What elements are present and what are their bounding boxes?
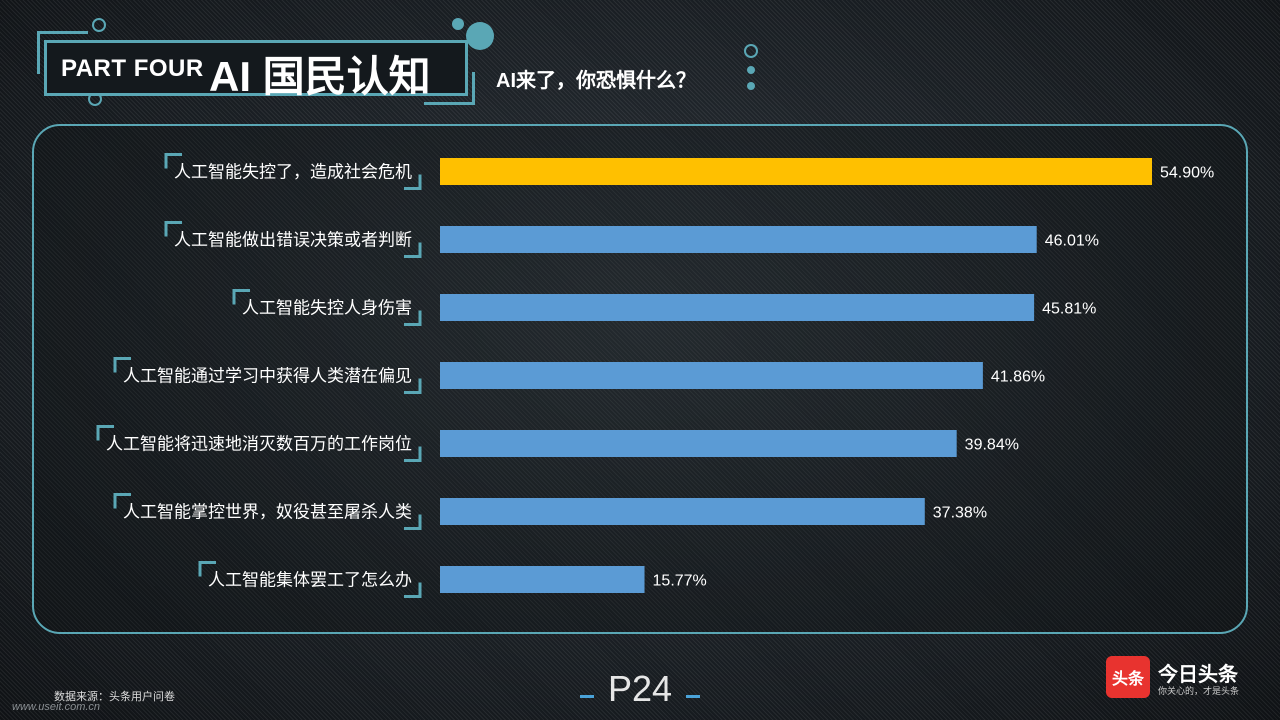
value-label: 15.77%	[653, 573, 707, 590]
category-label: 人工智能集体罢工了怎么办	[208, 571, 412, 591]
page-label: P24	[607, 668, 673, 709]
label-bracket-right	[404, 242, 422, 258]
section-title-box: PART FOUR AI 国民认知	[37, 31, 475, 105]
value-label: 45.81%	[1042, 301, 1096, 318]
bar	[440, 430, 957, 457]
decor-dot	[452, 18, 464, 30]
decor-dot	[92, 18, 106, 32]
label-bracket-right	[404, 446, 422, 462]
decor-dot	[747, 66, 755, 74]
category-label: 人工智能将迅速地消灭数百万的工作岗位	[106, 435, 412, 455]
bar	[440, 294, 1035, 321]
page-dash-right	[686, 695, 700, 698]
value-label: 46.01%	[1045, 233, 1099, 250]
decor-dot	[747, 82, 755, 90]
label-bracket-right	[404, 378, 422, 394]
label-bracket-left	[96, 425, 114, 441]
page-number: P24	[580, 668, 700, 710]
category-label: 人工智能失控了，造成社会危机	[174, 163, 412, 183]
category-label: 人工智能做出错误决策或者判断	[174, 231, 412, 251]
brand-name: 今日头条	[1158, 664, 1238, 686]
label-bracket-right	[404, 582, 422, 598]
section-title: AI 国民认知	[209, 53, 431, 100]
label-bracket-left	[164, 221, 182, 237]
label-bracket-left	[198, 561, 216, 577]
bar	[440, 566, 645, 593]
brand-slogan: 你关心的，才是头条	[1158, 686, 1240, 696]
value-label: 37.38%	[933, 505, 987, 522]
value-label: 41.86%	[991, 369, 1045, 386]
value-label: 54.90%	[1160, 165, 1214, 182]
label-bracket-left	[164, 153, 182, 169]
part-label: PART FOUR	[61, 55, 204, 82]
label-bracket-right	[404, 514, 422, 530]
label-bracket-right	[404, 310, 422, 326]
data-source: 数据来源：头条用户问卷	[54, 691, 175, 703]
category-label: 人工智能通过学习中获得人类潜在偏见	[123, 367, 412, 387]
decor-dot	[466, 22, 494, 50]
bar	[440, 498, 925, 525]
toutiao-logo-icon: 头条	[1106, 656, 1150, 698]
label-bracket-left	[232, 289, 250, 305]
category-label: 人工智能失控人身伤害	[242, 299, 412, 319]
bar	[440, 158, 1152, 185]
bar	[440, 226, 1037, 253]
value-label: 39.84%	[965, 437, 1019, 454]
label-bracket-left	[113, 493, 131, 509]
decor-dot	[744, 44, 758, 58]
label-bracket-right	[404, 174, 422, 190]
page-dash-left	[580, 695, 594, 698]
bar	[440, 362, 983, 389]
watermark: www.useit.com.cn	[12, 701, 101, 713]
label-bracket-left	[113, 357, 131, 373]
question-subtitle: AI来了，你恐惧什么？	[496, 70, 696, 92]
category-label: 人工智能掌控世界，奴役甚至屠杀人类	[123, 503, 412, 523]
